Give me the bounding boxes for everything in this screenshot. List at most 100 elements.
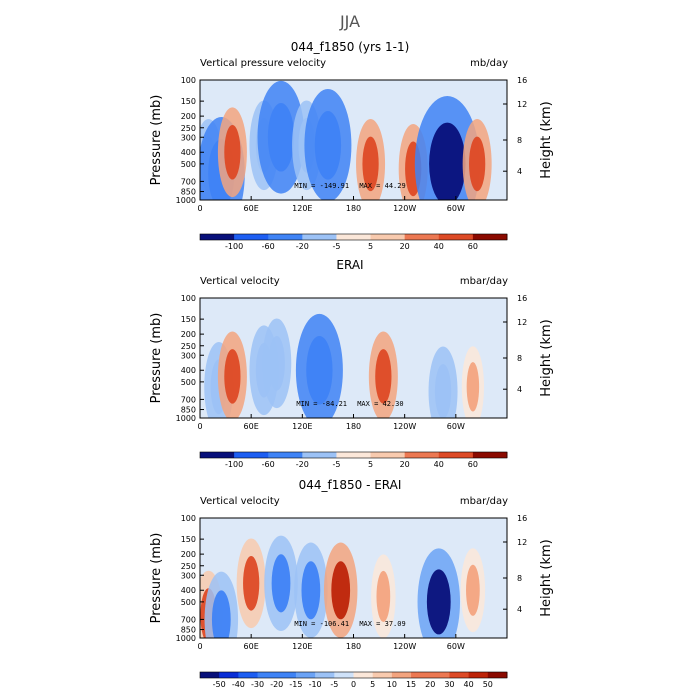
colorbar-swatch <box>438 452 474 458</box>
y-right-tick-label: 4 <box>517 167 522 176</box>
colorbar-swatch <box>430 672 450 678</box>
colorbar-swatch <box>353 672 374 678</box>
x-tick-label: 60W <box>447 642 465 651</box>
colorbar-swatch <box>370 234 406 240</box>
colorbar-swatch <box>404 452 440 458</box>
contour-core <box>306 335 333 405</box>
x-tick-label: 180 <box>346 422 361 431</box>
colorbar-label: -20 <box>296 460 309 468</box>
colorbar-swatch <box>449 672 470 678</box>
colorbar-label: 20 <box>400 460 410 468</box>
y-tick-label: 700 <box>181 615 196 624</box>
contour-core <box>466 564 480 616</box>
colorbar-label: 5 <box>368 242 373 250</box>
x-tick-label: 60W <box>447 422 465 431</box>
x-tick-label: 180 <box>346 204 361 213</box>
x-tick-label: 120W <box>393 422 416 431</box>
contour-core <box>271 554 291 613</box>
units-label: mbar/day <box>459 276 508 287</box>
y-tick-label: 200 <box>181 112 196 121</box>
x-tick-label: 60E <box>244 642 259 651</box>
colorbar-swatch <box>391 672 412 678</box>
y-right-tick-label: 12 <box>517 538 527 547</box>
panel-title: ERAI <box>336 258 364 272</box>
contour-core <box>426 569 451 635</box>
min-max-text: MIN = -149.91 MAX = 44.29 <box>0 182 700 190</box>
y-tick-label: 300 <box>181 133 196 142</box>
y-tick-label: 850 <box>181 406 196 415</box>
contour-core <box>375 349 392 404</box>
contour-core <box>301 561 321 620</box>
y-tick-label: 300 <box>181 571 196 580</box>
colorbar-label: -15 <box>289 680 302 688</box>
panel-title: 044_f1850 - ERAI <box>298 478 402 492</box>
colorbar-swatch <box>438 234 474 240</box>
max-label: MAX = 44.29 <box>359 182 406 190</box>
colorbar-swatch <box>200 234 235 240</box>
colorbar-swatch <box>200 672 220 678</box>
colorbar-swatch <box>315 672 335 678</box>
units-label: mb/day <box>470 58 508 69</box>
colorbar-label: -30 <box>251 680 264 688</box>
contour-core <box>211 590 231 638</box>
colorbar-label: 20 <box>400 242 410 250</box>
colorbar-swatch <box>219 672 239 678</box>
y-tick-label: 100 <box>181 514 196 523</box>
contour-core <box>267 102 295 172</box>
colorbar-label: 40 <box>434 242 444 250</box>
variable-label: Vertical pressure velocity <box>200 58 327 69</box>
colorbar-label: -60 <box>262 242 275 250</box>
min-label: MIN = -106.41 <box>294 620 350 628</box>
colorbar-label: 10 <box>387 680 397 688</box>
y-tick-label: 150 <box>181 315 196 324</box>
max-label: MAX = 37.09 <box>359 620 406 628</box>
colorbar-label: 5 <box>368 460 373 468</box>
colorbar-swatch <box>404 234 440 240</box>
min-max-text: MIN = -106.41 MAX = 37.09 <box>0 620 700 628</box>
y-right-tick-label: 12 <box>517 318 527 327</box>
y-right-axis-title: Height (km) <box>539 101 554 178</box>
y-right-tick-label: 16 <box>517 514 527 523</box>
colorbar-label: 40 <box>464 680 474 688</box>
y-axis-title: Pressure (mb) <box>149 533 164 624</box>
x-tick-label: 120E <box>292 642 312 651</box>
contour-core <box>268 335 285 391</box>
y-tick-label: 200 <box>181 330 196 339</box>
colorbar-label: -5 <box>332 242 340 250</box>
colorbar-label: 5 <box>370 680 375 688</box>
colorbar-label: -100 <box>225 242 243 250</box>
panel-difference: 0 60E 120E 180 120W 60W 100 150 200 250 300 400 500 7… <box>0 478 700 688</box>
x-tick-label: 0 <box>197 422 202 431</box>
contour-core <box>434 364 452 418</box>
colorbar-label: -5 <box>330 680 338 688</box>
y-right-axis-title: Height (km) <box>539 319 554 396</box>
colorbar-swatch <box>257 672 278 678</box>
colorbar-swatch <box>302 452 337 458</box>
colorbar-swatch <box>472 452 508 458</box>
colorbar-swatch <box>370 452 406 458</box>
y-right-tick-label: 16 <box>517 76 527 85</box>
colorbar-label: -5 <box>332 460 340 468</box>
variable-label: Vertical velocity <box>200 496 280 507</box>
y-tick-label: 700 <box>181 395 196 404</box>
y-tick-label: 850 <box>181 188 196 197</box>
colorbar-swatch <box>468 672 489 678</box>
colorbar-swatch <box>336 234 372 240</box>
x-tick-label: 0 <box>197 642 202 651</box>
colorbar-frame <box>199 451 508 459</box>
variable-label: Vertical velocity <box>200 276 280 287</box>
colorbar-swatch <box>372 672 393 678</box>
colorbar-swatch <box>268 452 303 458</box>
x-tick-label: 60E <box>244 422 259 431</box>
x-tick-label: 120E <box>292 422 312 431</box>
x-tick-label: 120E <box>292 204 312 213</box>
contour-core <box>243 555 260 611</box>
y-tick-label: 150 <box>181 97 196 106</box>
y-tick-label: 250 <box>181 342 196 351</box>
colorbar-label: -60 <box>262 460 275 468</box>
y-axis-title: Pressure (mb) <box>149 313 164 404</box>
y-right-tick-label: 12 <box>517 100 527 109</box>
y-tick-label: 400 <box>181 366 196 375</box>
page-title: JJA <box>339 12 361 31</box>
